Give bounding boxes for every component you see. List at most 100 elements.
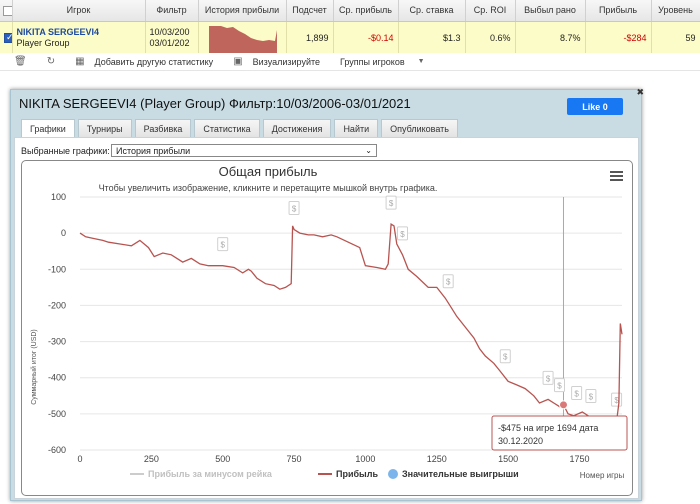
big-win-markers: $ $ $ $ $ $ $ $ $ $ $: [217, 195, 623, 407]
table-row[interactable]: NIKITA SERGEEVI4 Player Group 10/03/200 …: [0, 21, 700, 56]
player-dialog: ✖ NIKITA SERGEEVI4 (Player Group) Фильтр…: [10, 87, 644, 501]
big-win-marker: [585, 388, 597, 403]
big-win-marker-label: $: [292, 205, 297, 214]
big-win-marker: [542, 370, 554, 385]
menu-icon-bar[interactable]: [610, 179, 623, 181]
player-groups-label[interactable]: Группы игроков: [340, 56, 405, 67]
graph-select-value[interactable]: История прибыли: [116, 145, 191, 156]
y-tick-label: 0: [61, 228, 66, 238]
header-profit-history[interactable]: История прибыли: [198, 0, 287, 22]
tab-find[interactable]: Найти: [334, 119, 379, 137]
x-tick-label: 750: [287, 454, 302, 464]
header-early-out[interactable]: Выбыл рано: [515, 0, 586, 22]
big-win-marker-label: $: [400, 230, 405, 239]
tab-statistics[interactable]: Статистика: [194, 119, 260, 137]
header-avg-roi[interactable]: Ср. ROI: [465, 0, 516, 22]
big-win-marker-label: $: [389, 199, 394, 208]
filter-from: 10/03/200: [149, 27, 190, 37]
graphs-panel: Выбранные графики: История прибыли ⌄ Общ…: [14, 137, 639, 499]
header-avg-profit[interactable]: Ср. прибыль: [333, 0, 399, 22]
graph-select[interactable]: История прибыли ⌄: [111, 144, 377, 157]
profit-chart-svg[interactable]: Общая прибыль Чтобы увеличить изображени…: [22, 161, 633, 496]
player-group: Player Group: [16, 38, 70, 48]
sparkline-cell[interactable]: [198, 21, 287, 56]
chevron-down-icon[interactable]: ▼: [417, 58, 425, 65]
table-header: Игрок Фильтр История прибыли Подсчет Ср.…: [0, 0, 700, 22]
header-count[interactable]: Подсчет: [286, 0, 334, 22]
header-level[interactable]: Уровень: [651, 0, 700, 22]
chart-subtitle: Чтобы увеличить изображение, кликните и …: [99, 183, 438, 193]
trash-icon[interactable]: 🗑: [14, 56, 27, 67]
x-tick-label: 500: [215, 454, 230, 464]
big-win-marker: [571, 385, 583, 400]
big-win-marker-label: $: [614, 396, 619, 405]
refresh-icon[interactable]: ↻: [46, 56, 56, 67]
big-win-marker-label: $: [557, 382, 562, 391]
big-win-marker: [397, 226, 409, 241]
menu-icon[interactable]: [610, 171, 623, 181]
big-win-marker: [499, 349, 511, 364]
row-checkbox[interactable]: [0, 21, 13, 56]
profit-chart[interactable]: Общая прибыль Чтобы увеличить изображени…: [21, 160, 633, 496]
big-win-marker: [553, 378, 565, 393]
visualize-label[interactable]: Визуализируйте: [252, 56, 320, 67]
player-cell[interactable]: NIKITA SERGEEVI4 Player Group: [12, 21, 146, 56]
tooltip-line1: -$475 на игре 1694 дата: [498, 423, 598, 433]
x-tick-label: 1500: [498, 454, 518, 464]
add-stats-label[interactable]: Добавить другую статистику: [94, 56, 214, 67]
profit-sparkline[interactable]: [199, 22, 287, 53]
tab-achievements[interactable]: Достижения: [262, 119, 332, 137]
like-label[interactable]: Like 0: [582, 101, 608, 112]
avg-profit-cell: -$0.14: [333, 21, 399, 56]
header-filter[interactable]: Фильтр: [145, 0, 199, 22]
big-win-marker-label: $: [220, 241, 225, 250]
chevron-down-icon[interactable]: ⌄: [365, 146, 372, 155]
tooltip-line2: 30.12.2020: [498, 436, 543, 446]
hover-point[interactable]: [558, 400, 568, 410]
legend-big-wins-swatch[interactable]: [388, 469, 398, 479]
x-axis-label: Номер игры: [580, 471, 625, 480]
big-win-marker-label: $: [446, 278, 451, 287]
tab-tournaments[interactable]: Турниры: [77, 119, 132, 137]
y-tick-label: -100: [48, 264, 66, 274]
filter-cell: 10/03/200 03/01/202: [145, 21, 199, 56]
table-toolbar: 🗑 ↻ ▦ Добавить другую статистику ▣ Визуали…: [0, 53, 700, 71]
header-profit[interactable]: Прибыль: [585, 0, 652, 22]
header-player[interactable]: Игрок: [12, 0, 146, 22]
y-tick-label: -500: [48, 409, 66, 419]
big-win-marker-label: $: [503, 353, 508, 362]
x-tick-label: 250: [144, 454, 159, 464]
like-button[interactable]: Like 0: [567, 98, 623, 115]
tab-graphs[interactable]: Графики: [21, 119, 75, 138]
legend-big-wins[interactable]: Значительные выигрыши: [402, 469, 519, 479]
checkbox-icon[interactable]: [3, 5, 11, 16]
tooltip-box: [491, 415, 628, 451]
player-groups-menu[interactable]: Группы игроков ▼: [340, 57, 435, 67]
dialog-tabs: Графики Турниры Разбивка Статистика Дост…: [21, 119, 461, 138]
header-checkbox[interactable]: [0, 0, 13, 22]
big-win-marker-label: $: [546, 374, 551, 383]
menu-icon-bar[interactable]: [610, 171, 623, 173]
avg-roi-cell: 0.6%: [465, 21, 516, 56]
trash-button[interactable]: 🗑: [14, 56, 37, 67]
header-avg-stake[interactable]: Ср. ставка: [398, 0, 466, 22]
legend-net-profit[interactable]: Прибыль за минусом рейка: [148, 469, 273, 479]
y-tick-label: -400: [48, 373, 66, 383]
tab-breakdown[interactable]: Разбивка: [134, 119, 192, 137]
refresh-button[interactable]: ↻: [47, 56, 65, 67]
add-stats-button[interactable]: ▦ Добавить другую статистику: [75, 56, 223, 67]
tab-publish[interactable]: Опубликовать: [381, 119, 458, 137]
big-win-marker-label: $: [574, 389, 579, 398]
menu-icon-bar[interactable]: [610, 175, 623, 177]
x-tick-label: 1250: [427, 454, 447, 464]
visualize-button[interactable]: ▣ Визуализируйте: [233, 56, 330, 67]
legend-profit[interactable]: Прибыль: [336, 469, 378, 479]
level-cell: 59: [651, 21, 700, 56]
close-icon[interactable]: ✖: [636, 87, 644, 97]
early-out-cell: 8.7%: [515, 21, 586, 56]
profit-line[interactable]: [79, 222, 623, 426]
filter-to: 03/01/202: [149, 38, 190, 48]
y-tick-label: -600: [48, 445, 66, 455]
checkbox-checked-icon[interactable]: [4, 32, 11, 44]
player-name[interactable]: NIKITA SERGEEVI4: [16, 27, 100, 37]
